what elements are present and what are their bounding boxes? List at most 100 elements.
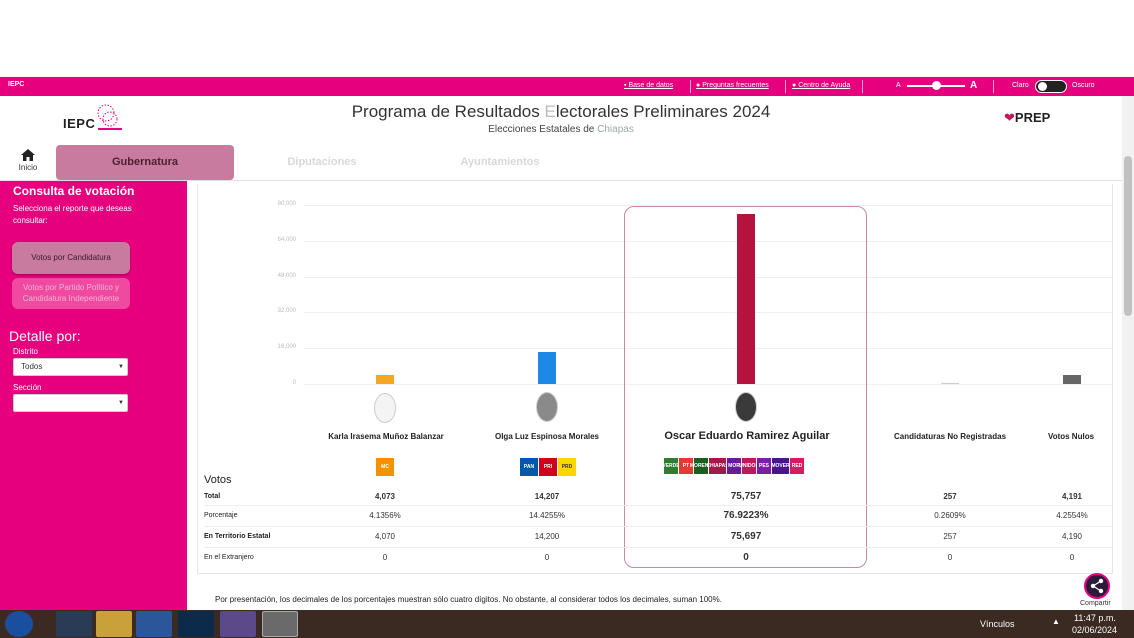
y-tick-label: 48,000: [277, 272, 296, 279]
candidate-2-avatar: [536, 392, 558, 422]
table-cell: 4,073: [374, 492, 396, 501]
distrito-label: Distrito: [13, 347, 38, 356]
detalle-heading: Detalle por:: [9, 328, 81, 344]
table-cell: 4,070: [374, 532, 396, 541]
file-explorer-taskbar-icon[interactable]: [96, 611, 132, 637]
candidate-1-avatar: [374, 393, 396, 423]
font-decrease-icon[interactable]: A: [896, 82, 901, 89]
y-gridline: [304, 205, 1112, 206]
table-cell: 0: [743, 552, 749, 563]
theme-toggle[interactable]: [1035, 80, 1067, 93]
sidebar-prompt: Selecciona el reporte que deseas consult…: [13, 204, 132, 225]
clock-time[interactable]: 11:47 p.m.: [1074, 613, 1116, 623]
bar-4[interactable]: [941, 383, 959, 384]
table-cell: 257: [943, 532, 957, 541]
page-header: Programa de Resultados Electorales Preli…: [0, 96, 1134, 144]
y-tick-label: 32,000: [277, 308, 296, 315]
candidate-1-party-logos: MC: [376, 458, 394, 476]
candidate-2-name: Olga Luz Espinosa Morales: [494, 432, 600, 441]
candidate-3-party-logos: VERDE PT MORENA CHIAPAS MOR UNIDOS PES M…: [662, 458, 804, 476]
y-tick-label: 80,000: [277, 201, 296, 207]
row-divider: [204, 526, 1112, 527]
chevron-down-icon: ▼: [118, 400, 124, 406]
theme-dark-label: Oscuro: [1072, 82, 1095, 89]
ccleaner-taskbar-icon[interactable]: [56, 611, 92, 637]
prd-logo-icon: PRD: [558, 458, 576, 476]
y-gridline: [304, 348, 1112, 350]
bar-3[interactable]: [737, 214, 755, 384]
seccion-label: Sección: [13, 383, 42, 392]
table-cell: 0: [382, 553, 388, 562]
link-preguntas-frecuentes[interactable]: ● Preguntas frecuentes: [696, 82, 769, 89]
candidate-3-name: Oscar Eduardo Ramirez Aguilar: [664, 430, 830, 442]
mover-logo-icon: MOVER: [771, 458, 790, 474]
tab-diputaciones[interactable]: Diputaciones: [287, 156, 357, 168]
mc-logo-icon: MC: [376, 458, 394, 476]
row-label: Total: [204, 493, 221, 500]
page-subtitle: Elecciones Estatales de Chiapas: [488, 124, 634, 135]
red-logo-icon: RED: [790, 458, 804, 474]
table-cell: 0: [544, 553, 550, 562]
top-bar: IEPC ▪ Base de datos ● Preguntas frecuen…: [0, 77, 1134, 96]
share-label: Compartir: [1080, 600, 1111, 607]
votos-por-candidatura-button[interactable]: Votos por Candidatura: [12, 242, 130, 274]
distrito-select[interactable]: Todos ▼: [13, 358, 128, 376]
page-title: Programa de Resultados Electorales Preli…: [351, 102, 771, 121]
link-centro-de-ayuda[interactable]: ● Centro de Ayuda: [792, 82, 851, 89]
bar-1[interactable]: [376, 374, 394, 384]
font-increase-icon[interactable]: A: [970, 80, 978, 91]
chiapas-unido-logo-icon: CHIAPAS: [706, 458, 729, 474]
pes-logo-icon: PES: [757, 458, 771, 474]
table-cell: 257: [943, 492, 957, 501]
windows-start-button[interactable]: [5, 611, 33, 637]
candidate-5-name: Votos Nulos: [1047, 432, 1095, 441]
verde-logo-icon: VERDE: [662, 458, 680, 474]
results-card: [197, 184, 1113, 574]
app-taskbar-icon[interactable]: [220, 611, 256, 637]
y-gridline: [304, 384, 1112, 385]
candidate-2-party-logos: PAN PRI PRD: [520, 458, 576, 476]
home-button[interactable]: Inicio: [14, 149, 42, 172]
table-cell: 4.1356%: [369, 511, 401, 520]
table-cell: 14,200: [534, 532, 560, 541]
prep-logo[interactable]: ❤PREP: [1004, 110, 1051, 125]
table-cell: 4.2554%: [1056, 511, 1088, 520]
share-icon: [1090, 578, 1104, 594]
table-cell: 0: [1069, 553, 1075, 562]
tab-ayuntamientos[interactable]: Ayuntamientos: [460, 156, 540, 168]
y-gridline: [304, 240, 1112, 242]
bar-2[interactable]: [538, 352, 556, 384]
page-scrollbar[interactable]: [1122, 96, 1134, 610]
chrome-taskbar-icon[interactable]: [262, 611, 298, 637]
iepc-mini-logo: IEPC: [8, 81, 25, 88]
pri-logo-icon: PRI: [539, 458, 557, 476]
table-cell: 75,697: [730, 531, 762, 542]
y-tick-label: 0: [292, 380, 296, 386]
candidate-1-name: Karla Irasema Muñoz Balanzar: [328, 432, 444, 441]
candidate-4-name: Candidaturas No Registradas: [893, 432, 1007, 441]
font-size-slider-knob[interactable]: [932, 81, 941, 90]
row-divider: [204, 505, 1112, 506]
row-divider: [204, 547, 1112, 548]
share-button[interactable]: [1084, 573, 1110, 599]
winner-highlight: [624, 206, 867, 568]
link-base-de-datos[interactable]: ▪ Base de datos: [624, 82, 674, 89]
vinculos-toolbar[interactable]: Vínculos: [980, 619, 1015, 629]
photoshop-taskbar-icon[interactable]: [178, 611, 214, 637]
tab-gubernatura[interactable]: Gubernatura: [56, 145, 234, 180]
table-cell: 76.9223%: [723, 510, 769, 521]
iepc-logo[interactable]: IEPC: [62, 104, 124, 141]
table-cell: 14,207: [534, 492, 560, 501]
percentage-note: Por presentación, los decimales de los p…: [215, 595, 722, 604]
table-cell: 0.2609%: [934, 511, 966, 520]
votos-por-partido-button[interactable]: Votos por Partido Político y Candidatura …: [12, 278, 130, 309]
word-taskbar-icon[interactable]: [136, 611, 172, 637]
y-gridline: [304, 312, 1112, 314]
clock-date[interactable]: 02/06/2024: [1072, 625, 1118, 635]
home-icon: [21, 149, 35, 161]
bar-5[interactable]: [1063, 374, 1081, 384]
row-label: En Territorio Estatal: [204, 533, 271, 540]
tray-arrow-icon[interactable]: ▲: [1052, 617, 1060, 626]
row-label: En el Extranjero: [204, 554, 254, 561]
seccion-select[interactable]: ▼: [13, 394, 128, 412]
